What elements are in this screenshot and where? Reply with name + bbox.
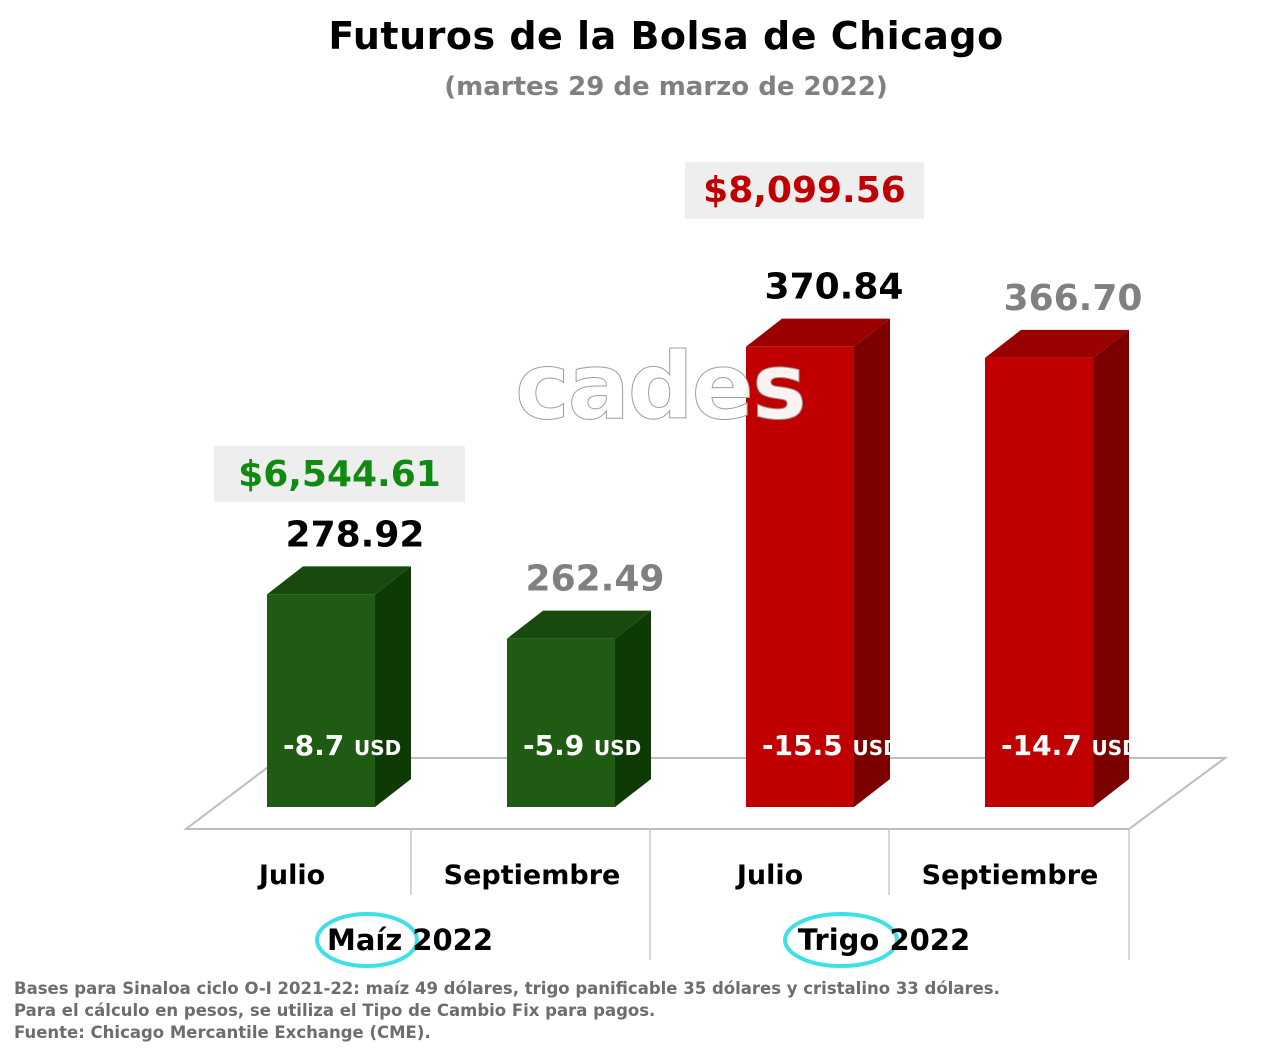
value-label: 366.70 [1004,278,1143,319]
group-label: Trigo 2022 [798,923,970,957]
footnotes: Bases para Sinaloa ciclo O-I 2021-22: ma… [14,978,1000,1044]
pesos-box [685,162,924,219]
bar-side [1093,329,1129,807]
footnote-fuente: Fuente: Chicago Mercantile Exchange (CME… [14,1023,431,1042]
category-label: Julio [735,860,803,891]
bar-trigo-septiembre [985,329,1129,807]
bar-maiz-julio [267,566,411,807]
group-label: Maíz 2022 [327,923,493,957]
bar-top [267,566,411,595]
bar-trigo-julio [746,318,890,807]
basis-label: -5.9 USD [523,729,641,762]
bar-side [615,610,651,807]
category-label: Julio [257,860,325,891]
pesos-label: $8,099.56 [703,170,906,211]
footnote-bases: Bases para Sinaloa ciclo O-I 2021-22: ma… [14,979,1000,998]
highlight-circle [783,912,899,968]
basis-label: -8.7 USD [283,729,401,762]
bar-side [854,318,890,807]
bar-front [746,346,854,807]
chart-title: Futuros de la Bolsa de Chicago [328,14,1004,58]
pesos-box [214,446,465,502]
category-label: Septiembre [444,860,621,891]
bar-front [507,638,615,807]
chart-subtitle: (martes 29 de marzo de 2022) [444,72,888,102]
basis-label: -14.7 USD [1001,729,1139,762]
pesos-label: $6,544.61 [238,454,441,495]
watermark-logo: cades [515,333,805,440]
value-label: 370.84 [765,267,904,308]
value-label: 278.92 [286,514,425,555]
highlight-circle [315,912,419,968]
basis-label: -15.5 USD [762,729,900,762]
footnote-tipo-cambio: Para el cálculo en pesos, se utiliza el … [14,1001,656,1020]
bar-top [507,610,651,639]
bar-maiz-septiembre [507,610,651,807]
bar-side [375,566,411,807]
bar-front [985,357,1093,807]
value-label: 262.49 [526,559,665,600]
bar-top [985,329,1129,358]
bar-front [267,594,375,807]
category-label: Septiembre [922,860,1099,891]
bar-top [746,318,890,347]
chart-floor [183,757,1229,830]
